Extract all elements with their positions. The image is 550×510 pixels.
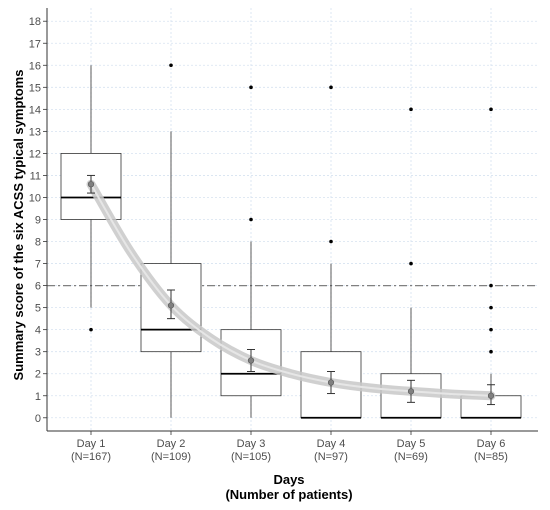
x-axis-title: Days xyxy=(273,472,304,487)
x-tick-label: Day 3 xyxy=(237,438,266,450)
y-tick-label: 1 xyxy=(35,391,41,403)
mean-marker xyxy=(407,379,415,403)
mean-marker xyxy=(247,348,255,373)
outlier-point xyxy=(249,85,253,90)
outlier-point xyxy=(169,63,173,68)
outlier-point xyxy=(329,239,333,244)
x-tick-sublabel: (N=105) xyxy=(231,451,271,463)
outlier-point xyxy=(489,305,493,310)
y-tick-label: 3 xyxy=(35,347,41,359)
outlier-point xyxy=(489,349,493,354)
outlier-point xyxy=(409,261,413,266)
y-tick-label: 12 xyxy=(29,148,41,160)
y-tick-label: 8 xyxy=(35,237,41,249)
y-tick-label: 2 xyxy=(35,369,41,381)
y-tick-label: 11 xyxy=(30,170,41,182)
x-tick-label: Day 4 xyxy=(317,438,346,450)
outlier-point xyxy=(329,85,333,90)
trend-group xyxy=(86,179,496,401)
y-tick-label: 13 xyxy=(29,126,41,138)
y-tick-label: 14 xyxy=(29,104,41,116)
mean-point xyxy=(247,357,255,364)
y-tick-label: 9 xyxy=(35,215,41,227)
outlier-point xyxy=(249,217,253,222)
mean-point xyxy=(167,302,175,309)
x-tick-label: Day 6 xyxy=(477,438,506,450)
x-axis-subtitle: (Number of patients) xyxy=(225,487,352,502)
y-tick-label: 6 xyxy=(35,281,41,293)
x-tick-sublabel: (N=167) xyxy=(71,451,111,463)
y-axis-title: Summary score of the six ACSS typical sy… xyxy=(11,70,26,381)
y-tick-label: 5 xyxy=(35,303,41,315)
trend-line xyxy=(90,183,492,397)
outlier-point xyxy=(89,327,93,332)
mean-point xyxy=(487,392,495,399)
mean-point xyxy=(87,181,95,188)
mean-marker xyxy=(327,371,335,395)
mean-marker xyxy=(487,384,495,406)
outlier-point xyxy=(489,327,493,332)
x-tick-label: Day 5 xyxy=(397,438,426,450)
mean-point xyxy=(327,379,335,386)
means-group xyxy=(87,174,495,406)
y-tick-label: 0 xyxy=(35,413,41,425)
x-tick-label: Day 1 xyxy=(77,438,106,450)
x-tick-sublabel: (N=109) xyxy=(151,451,191,463)
y-tick-label: 4 xyxy=(35,325,41,337)
y-tick-label: 10 xyxy=(29,192,41,204)
mean-point xyxy=(407,388,415,395)
outlier-point xyxy=(489,283,493,288)
outlier-point xyxy=(409,107,413,112)
x-tick-sublabel: (N=85) xyxy=(474,451,508,463)
outlier-point xyxy=(489,107,493,112)
y-tick-label: 7 xyxy=(35,259,41,271)
y-tick-label: 17 xyxy=(29,38,41,50)
x-tick-sublabel: (N=97) xyxy=(314,451,348,463)
mean-marker xyxy=(87,174,95,194)
mean-marker xyxy=(167,289,175,320)
y-tick-label: 15 xyxy=(29,82,41,94)
y-tick-label: 16 xyxy=(29,60,41,72)
x-tick-sublabel: (N=69) xyxy=(394,451,428,463)
y-tick-label: 18 xyxy=(29,16,41,28)
boxplots xyxy=(60,63,522,419)
x-tick-label: Day 2 xyxy=(157,438,186,450)
